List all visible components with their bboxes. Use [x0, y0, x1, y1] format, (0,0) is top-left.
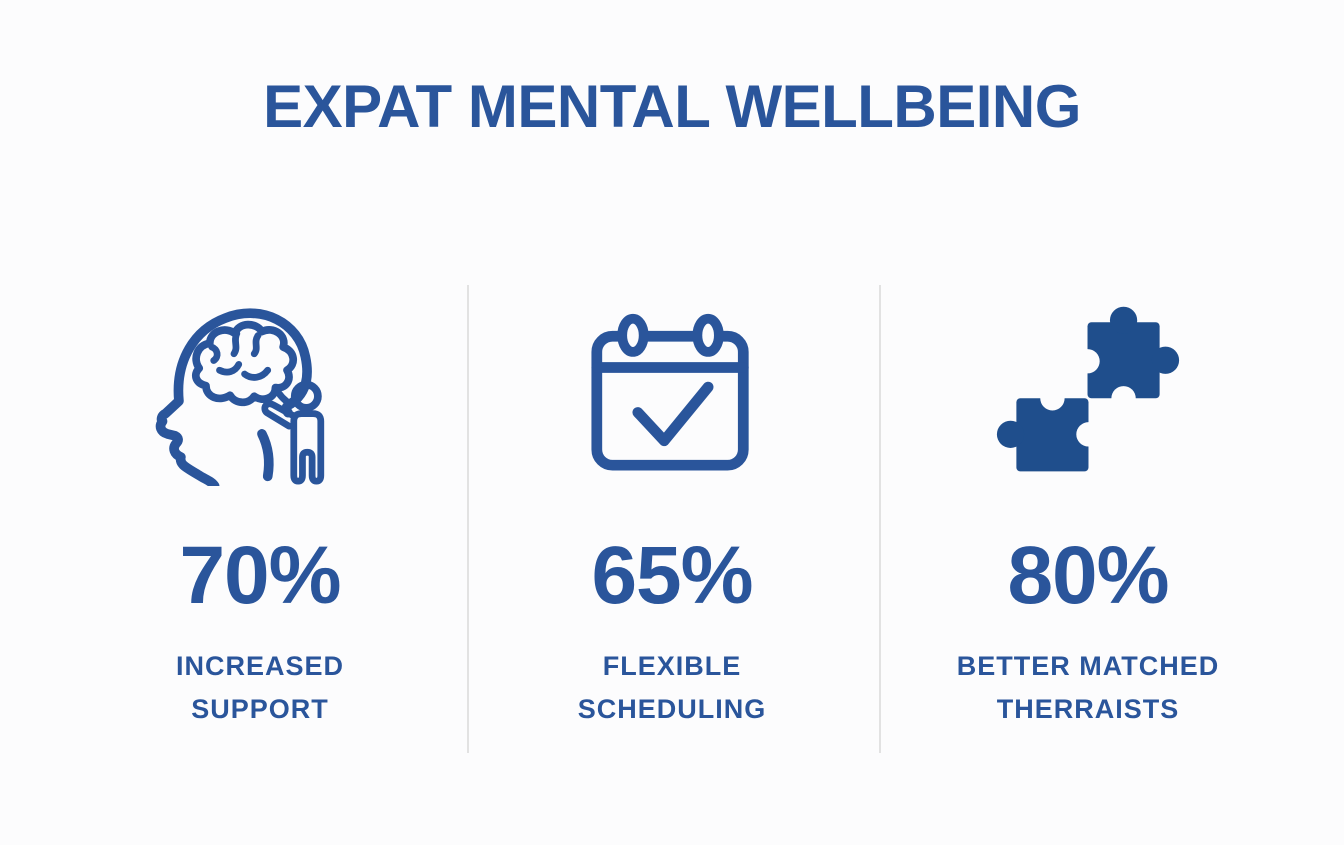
- stat-column-better-matched: 80% BETTER MATCHED THERRAISTS: [886, 292, 1290, 731]
- stat-value: 70%: [179, 530, 341, 621]
- stat-value: 80%: [1007, 530, 1169, 621]
- stat-label: INCREASED SUPPORT: [176, 645, 344, 731]
- stat-column-increased-support: 70% INCREASED SUPPORT: [58, 292, 462, 731]
- puzzle-pieces-icon: [988, 292, 1188, 487]
- head-brain-person-icon: [144, 292, 376, 487]
- stat-label-line: SCHEDULING: [577, 694, 767, 724]
- column-divider-left: [467, 285, 469, 753]
- calendar-check-icon: [589, 292, 755, 487]
- page-title: EXPAT MENTAL WELLBEING: [263, 73, 1081, 140]
- stat-value: 65%: [591, 530, 753, 621]
- stat-label-line: FLEXIBLE: [602, 651, 742, 681]
- stat-label-line: SUPPORT: [191, 694, 329, 724]
- stat-label: FLEXIBLE SCHEDULING: [578, 645, 767, 731]
- stat-label-line: INCREASED: [175, 651, 345, 681]
- stat-column-flexible-scheduling: 65% FLEXIBLE SCHEDULING: [470, 292, 874, 731]
- stat-label: BETTER MATCHED THERRAISTS: [957, 645, 1219, 731]
- infographic-canvas: EXPAT MENTAL WELLBEING: [0, 77, 1344, 845]
- stat-label-line: BETTER MATCHED: [956, 651, 1220, 681]
- stat-label-line: THERRAISTS: [996, 694, 1180, 724]
- column-divider-right: [879, 285, 881, 753]
